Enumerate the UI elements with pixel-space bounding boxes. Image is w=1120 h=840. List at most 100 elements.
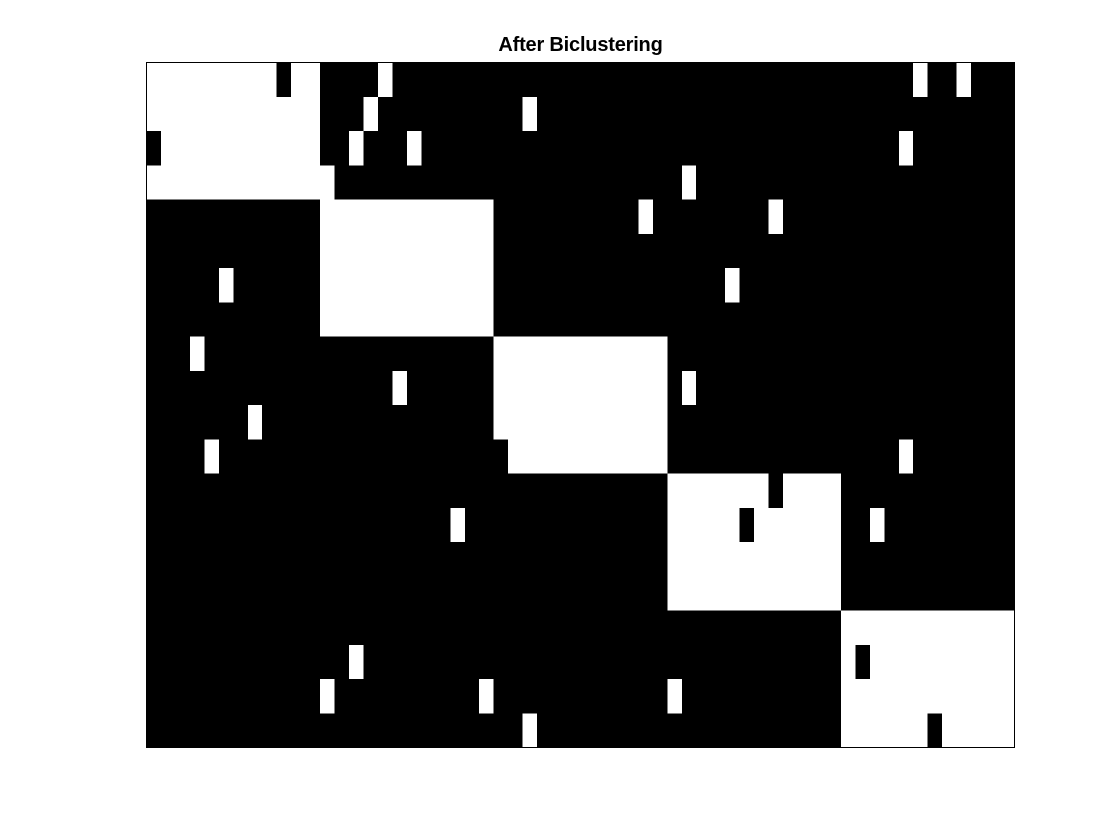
heatmap-cell [580,507,596,543]
heatmap-cell [377,610,393,646]
heatmap-cell [320,576,335,611]
heatmap-cell [869,644,885,680]
heatmap-cell [681,679,697,714]
heatmap-cell [566,713,581,748]
heatmap-cell [927,473,943,509]
heatmap-cell [522,576,538,611]
heatmap-cell [884,679,900,714]
heatmap-cell [320,473,335,509]
heatmap-cell [392,165,408,200]
heatmap-cell [667,370,683,406]
heatmap-cell [754,439,769,474]
heatmap-cell [508,131,523,166]
heatmap-cell [768,542,784,577]
heatmap-cell [710,62,726,98]
heatmap-cell [334,644,350,680]
heatmap-cell [276,439,292,474]
heatmap-cell [942,473,957,509]
heatmap-cell [811,542,827,577]
heatmap-cell [580,473,596,509]
heatmap-cell [189,62,205,98]
heatmap-cell [421,713,437,748]
heatmap-cell [652,302,668,337]
heatmap-cell [956,644,972,680]
heatmap-cell [566,268,581,303]
heatmap-cell [435,713,451,748]
heatmap-cell [160,610,176,646]
heatmap-cell [175,268,191,303]
heatmap-cell [638,268,654,303]
heatmap-cell [971,131,986,166]
heatmap-cell [508,199,523,235]
heatmap-cell [1000,268,1015,303]
heatmap-cell [739,268,755,303]
heatmap-cell [493,713,509,748]
heatmap-cell [392,199,408,235]
heatmap-cell [681,713,697,748]
heatmap-cell [435,542,451,577]
heatmap-cell [146,439,162,474]
heatmap-cell [623,131,639,166]
heatmap-cell [898,96,914,132]
heatmap-cell [392,370,408,406]
heatmap-cell [334,62,350,98]
heatmap-cell [826,199,842,235]
heatmap-cell [942,96,957,132]
heatmap-cell [406,439,422,474]
heatmap-cell [175,713,191,748]
heatmap-cell [479,233,495,269]
heatmap-cell [971,542,986,577]
heatmap-cell [247,233,263,269]
heatmap-cell [913,610,929,646]
heatmap-cell [580,713,596,748]
heatmap-cell [537,131,552,166]
heatmap-cell [291,131,306,166]
heatmap-cell [739,644,755,680]
heatmap-cell [189,405,205,440]
heatmap-cell [927,370,943,406]
heatmap-cell [681,610,697,646]
heatmap-cell [189,165,205,200]
heatmap-cell [291,679,306,714]
heatmap-cell [218,644,234,680]
heatmap-cell [377,542,393,577]
heatmap-cell [204,644,220,680]
heatmap-cell [218,473,234,509]
heatmap-cell [189,473,205,509]
heatmap-cell [406,96,422,132]
heatmap-cell [1000,302,1015,337]
heatmap-cell [681,542,697,577]
heatmap-cell [320,336,335,372]
heatmap-cell [305,268,321,303]
heatmap-cell [160,96,176,132]
heatmap-cell [956,302,972,337]
heatmap-cell [681,507,697,543]
heatmap-cell [464,473,480,509]
heatmap-cell [623,96,639,132]
heatmap-cell [508,302,523,337]
heatmap-cell [146,199,162,235]
heatmap-cell [406,679,422,714]
heatmap-cell [652,405,668,440]
heatmap-cell [204,165,220,200]
heatmap-cell [421,233,437,269]
heatmap-cell [406,610,422,646]
heatmap-cell [710,336,726,372]
heatmap-cell [783,165,798,200]
heatmap-cell [913,713,929,748]
heatmap-cell [696,131,712,166]
heatmap-cell [160,370,176,406]
heatmap-cell [349,713,364,748]
heatmap-cell [363,644,379,680]
heatmap-cell [189,199,205,235]
heatmap-cell [450,713,466,748]
heatmap-cell [508,713,523,748]
heatmap-cell [349,370,364,406]
heatmap-cell [377,713,393,748]
heatmap-cell [406,199,422,235]
heatmap-cell [594,644,610,680]
heatmap-cell [464,439,480,474]
heatmap-cell [913,62,929,98]
heatmap-cell [262,679,278,714]
heatmap-cell [783,233,798,269]
